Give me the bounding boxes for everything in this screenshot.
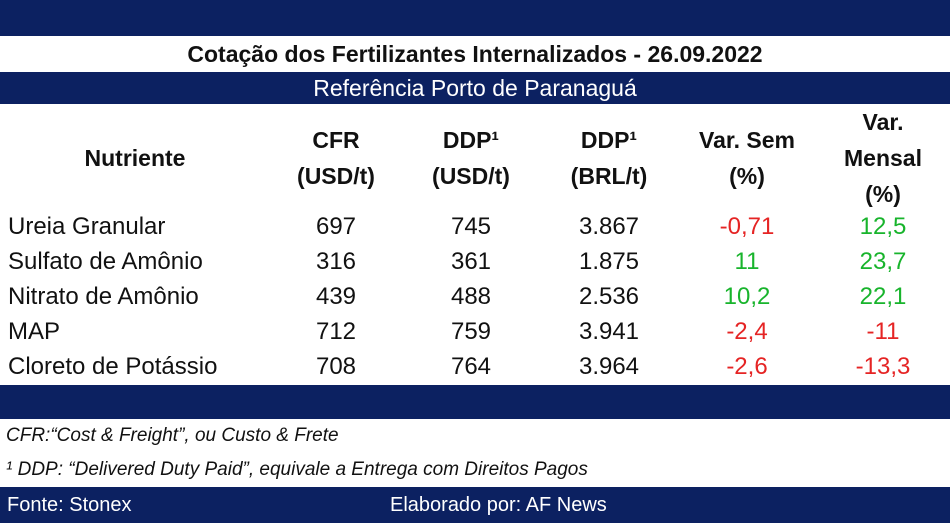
header-var-mensal: Var. Mensal (%) — [816, 104, 950, 212]
row-cfr: 712 — [315, 317, 357, 345]
row-var-sem: -2,6 — [726, 352, 768, 380]
row-ddp-brl: 3.964 — [578, 352, 640, 380]
table-row: Cloreto de Potássio 708 764 3.964 -2,6 -… — [0, 349, 950, 384]
row-var-mensal: -13,3 — [855, 352, 911, 380]
row-var-mensal: 22,1 — [859, 282, 907, 310]
row-var-mensal: -11 — [866, 317, 900, 345]
top-band — [0, 0, 950, 36]
row-cfr: 708 — [315, 352, 357, 380]
table-header: Nutriente CFR (USD/t) DDP¹ (USD/t) DDP¹ (BR… — [0, 104, 950, 209]
row-ddp-usd: 361 — [450, 247, 492, 275]
header-ddp-brl: DDP¹ (BRL/t) — [540, 122, 678, 194]
row-name: Cloreto de Potássio — [8, 352, 218, 380]
table-row: Ureia Granular 697 745 3.867 -0,71 12,5 — [0, 209, 950, 244]
footer-author: Elaborado por: AF News — [390, 494, 607, 516]
header-cfr: CFR (USD/t) — [270, 122, 402, 194]
table-title: Cotação dos Fertilizantes Internalizados… — [187, 40, 763, 67]
row-cfr: 697 — [315, 212, 357, 240]
header-var-mensal-label: Var. Mensal (%) — [844, 109, 922, 207]
header-ddp-usd-label: DDP¹ (USD/t) — [432, 127, 510, 189]
row-var-sem: 11 — [734, 247, 760, 275]
row-name: Ureia Granular — [8, 212, 166, 240]
row-name: MAP — [8, 317, 61, 345]
row-cfr: 316 — [315, 247, 357, 275]
footer-bar: Fonte: Stonex Elaborado por: AF News — [0, 487, 950, 523]
table-subtitle: Referência Porto de Paranaguá — [0, 72, 950, 104]
row-ddp-brl: 1.875 — [578, 247, 640, 275]
note-cfr: CFR:“Cost & Freight”, ou Custo & Frete — [6, 425, 339, 446]
table-body: Ureia Granular 697 745 3.867 -0,71 12,5 … — [0, 209, 950, 384]
row-ddp-brl: 2.536 — [578, 282, 640, 310]
row-var-sem: -2,4 — [726, 317, 768, 345]
row-ddp-brl: 3.941 — [578, 317, 640, 345]
row-ddp-usd: 488 — [450, 282, 492, 310]
header-var-sem: Var. Sem (%) — [678, 122, 816, 194]
header-var-sem-label: Var. Sem (%) — [699, 127, 795, 189]
table-row: Nitrato de Amônio 439 488 2.536 10,2 22,… — [0, 279, 950, 314]
row-ddp-usd: 764 — [450, 352, 492, 380]
row-var-mensal: 23,7 — [859, 247, 907, 275]
row-ddp-usd: 759 — [450, 317, 492, 345]
row-name: Nitrato de Amônio — [8, 282, 199, 310]
table-row: Sulfato de Amônio 316 361 1.875 11 23,7 — [0, 244, 950, 279]
header-cfr-label: CFR (USD/t) — [297, 127, 375, 189]
row-name: Sulfato de Amônio — [8, 247, 203, 275]
row-ddp-usd: 745 — [450, 212, 492, 240]
footer-source: Fonte: Stonex — [7, 494, 132, 516]
note-ddp: ¹ DDP: “Delivered Duty Paid”, equivale a… — [6, 459, 588, 480]
row-var-sem: -0,71 — [719, 212, 775, 240]
header-ddp-brl-label: DDP¹ (BRL/t) — [570, 127, 648, 189]
row-var-sem: 10,2 — [723, 282, 771, 310]
row-ddp-brl: 3.867 — [578, 212, 640, 240]
row-cfr: 439 — [315, 282, 357, 310]
middle-band — [0, 385, 950, 419]
header-ddp-usd: DDP¹ (USD/t) — [402, 122, 540, 194]
table-row: MAP 712 759 3.941 -2,4 -11 — [0, 314, 950, 349]
row-var-mensal: 12,5 — [859, 212, 907, 240]
header-nutriente: Nutriente — [84, 145, 186, 171]
